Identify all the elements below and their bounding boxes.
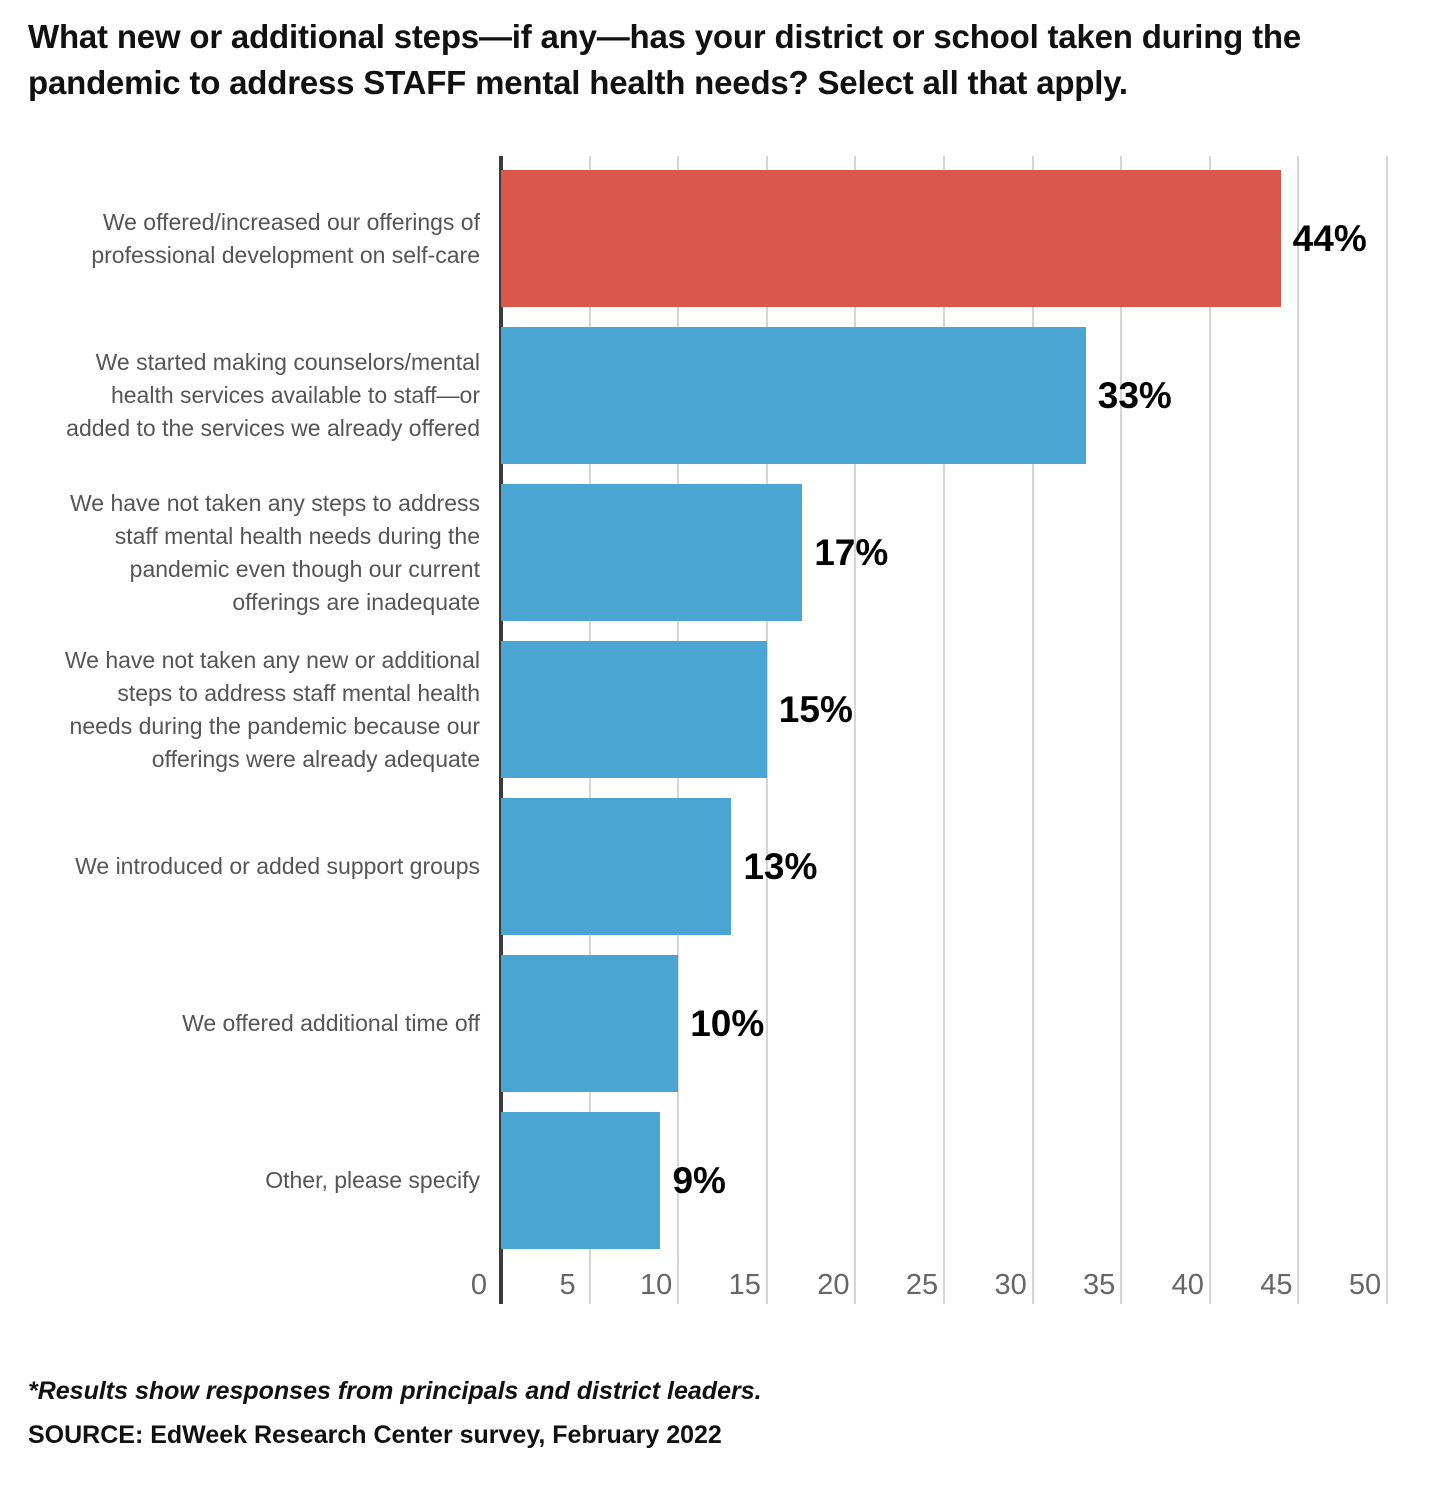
bar bbox=[501, 1112, 661, 1249]
category-label: We started making counselors/mental heal… bbox=[66, 349, 480, 441]
bar-row: We have not taken any steps to address s… bbox=[10, 484, 1422, 621]
bar bbox=[501, 484, 803, 621]
x-tick-label: 25 bbox=[905, 1269, 939, 1301]
bar-track: 44% bbox=[501, 170, 1422, 307]
bar bbox=[501, 641, 767, 778]
bar-row: We have not taken any new or additional … bbox=[10, 641, 1422, 778]
bar-value-label: 13% bbox=[743, 845, 818, 887]
bar-track: 13% bbox=[501, 798, 1422, 935]
x-tick-label: 10 bbox=[640, 1269, 673, 1301]
bar-row: We started making counselors/mental heal… bbox=[10, 327, 1422, 464]
category-label: We offered additional time off bbox=[182, 1010, 480, 1036]
gridline bbox=[854, 156, 857, 1304]
results-footnote: *Results show responses from principals … bbox=[28, 1377, 762, 1405]
horizontal-bar-chart: 0 5 10 15 20 25 30 35 40 45 50 We offered/increase… bbox=[10, 156, 1422, 1304]
x-tick-label: 40 bbox=[1171, 1269, 1204, 1301]
source-credit: SOURCE: EdWeek Research Center survey, F… bbox=[28, 1421, 722, 1449]
x-tick-label: 50 bbox=[1348, 1269, 1382, 1301]
category-label: We have not taken any steps to address s… bbox=[70, 489, 480, 615]
bar-track: 9% bbox=[501, 1112, 1422, 1249]
category-label: We offered/increased our offerings of pr… bbox=[91, 208, 480, 268]
bar-value-label: 17% bbox=[814, 531, 889, 573]
bar-track: 33% bbox=[501, 327, 1422, 464]
x-tick-label: 5 bbox=[559, 1269, 576, 1301]
gridline bbox=[1208, 156, 1211, 1304]
x-tick-label: 15 bbox=[728, 1269, 761, 1301]
bar-row: We offered additional time off 10% bbox=[10, 955, 1422, 1092]
bar-value-label: 9% bbox=[672, 1159, 726, 1201]
bar bbox=[501, 798, 732, 935]
gridline bbox=[1031, 156, 1034, 1304]
bar-row: We offered/increased our offerings of pr… bbox=[10, 170, 1422, 307]
bar-value-label: 33% bbox=[1097, 374, 1172, 416]
x-tick-label: 35 bbox=[1083, 1269, 1116, 1301]
gridline bbox=[1386, 156, 1388, 1304]
bar-row: Other, please specify 9% bbox=[10, 1112, 1422, 1249]
bar-row: We introduced or added support groups 13% bbox=[10, 798, 1422, 935]
bar-rows: We offered/increased our offerings of pr… bbox=[10, 170, 1422, 1249]
bar-track: 17% bbox=[501, 484, 1422, 621]
x-tick-label: 30 bbox=[994, 1269, 1027, 1301]
chart-title: What new or additional steps—if any—has … bbox=[28, 18, 1301, 101]
bar-track: 10% bbox=[501, 955, 1422, 1092]
bar-track: 15% bbox=[501, 641, 1422, 778]
gridline bbox=[1120, 156, 1123, 1304]
gridline bbox=[1297, 156, 1300, 1304]
bar-value-label: 10% bbox=[690, 1002, 765, 1044]
bar bbox=[501, 955, 679, 1092]
bar-value-label: 15% bbox=[778, 688, 853, 730]
bar-value-label: 44% bbox=[1292, 217, 1367, 259]
category-label: We introduced or added support groups bbox=[75, 853, 480, 879]
gridline bbox=[765, 156, 768, 1304]
x-tick-label: 20 bbox=[817, 1269, 850, 1301]
x-tick-label: 45 bbox=[1260, 1269, 1293, 1301]
gridline bbox=[943, 156, 945, 1304]
category-label: Other, please specify bbox=[265, 1167, 480, 1193]
bar bbox=[501, 327, 1086, 464]
category-label: We have not taken any new or additional … bbox=[64, 646, 480, 772]
bar bbox=[501, 170, 1281, 307]
x-tick-label: 0 bbox=[470, 1269, 488, 1301]
